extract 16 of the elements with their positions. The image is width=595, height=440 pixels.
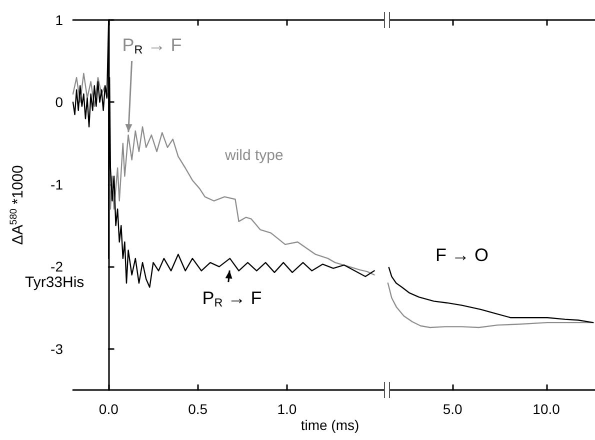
x-tick-label: 0.5 — [188, 401, 208, 417]
y-tick-label: 0 — [55, 94, 64, 110]
x-tick-label: 1.0 — [277, 401, 297, 417]
series-label: Tyr33His — [25, 274, 84, 291]
y-tick-label: 1 — [55, 12, 64, 28]
x-tick-label: 0.0 — [98, 401, 119, 417]
line-series — [72, 72, 375, 276]
x-tick-label: 10.0 — [532, 401, 560, 417]
y-tick-label: -2 — [50, 258, 64, 275]
x-axis-title: time (ms) — [300, 417, 360, 433]
x-tick-label: 5.0 — [442, 401, 463, 417]
annotation: F → O — [436, 245, 488, 265]
y-axis-title: ΔA580 *1000 — [8, 165, 26, 245]
y-tick-label: -3 — [50, 340, 64, 357]
text: wild type — [224, 147, 284, 164]
y-tick-label: -1 — [50, 176, 64, 192]
